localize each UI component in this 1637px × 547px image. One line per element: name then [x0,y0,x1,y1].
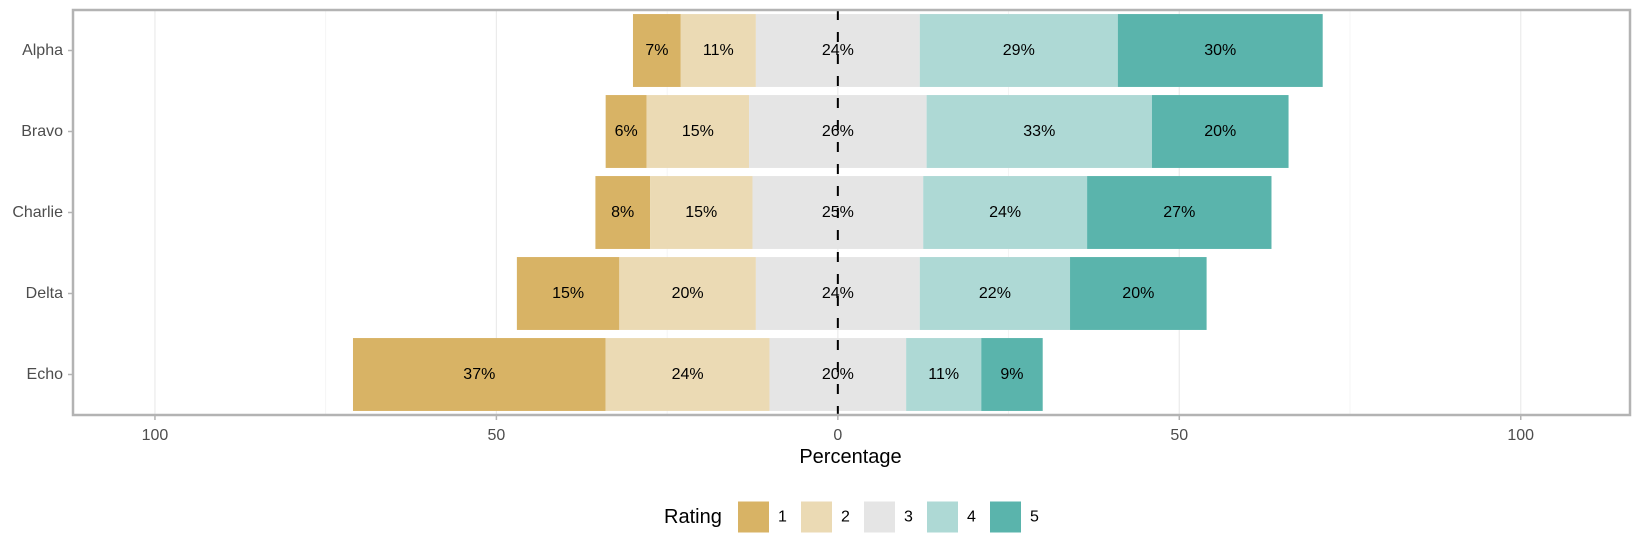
legend: Rating 1 2 3 4 5 [664,501,1039,533]
bar-echo-rating-5 [981,338,1043,411]
bar-echo-rating-3 [769,338,907,411]
segment-label: 37% [463,366,495,383]
bar-echo-rating-4 [906,338,982,411]
legend-label-5: 5 [1030,509,1039,526]
segment-label: 15% [552,285,584,302]
segment-label: 20% [672,285,704,302]
legend-key-5 [990,501,1021,533]
bar-alpha-rating-3 [755,14,920,87]
bar-charlie-rating-4 [923,176,1088,249]
y-tick-label-alpha: Alpha [22,42,63,59]
segment-label: 24% [822,42,854,59]
x-tick-label: 50 [1170,427,1188,444]
legend-key-3 [864,501,895,533]
segment-label: 30% [1204,42,1236,59]
segment-label: 20% [1204,123,1236,140]
x-tick-label: 50 [487,427,505,444]
segment-label: 8% [611,204,634,221]
segment-label: 9% [1000,366,1023,383]
x-axis-ticks: 100 50 0 50 100 [142,415,1534,444]
segment-label: 20% [1122,285,1154,302]
bar-echo-rating-2 [605,338,770,411]
segment-label: 20% [822,366,854,383]
y-tick-label-charlie: Charlie [12,204,63,221]
segment-label: 27% [1163,204,1195,221]
legend-label-4: 4 [967,509,976,526]
segment-label: 24% [989,204,1021,221]
segment-label: 24% [672,366,704,383]
segment-label: 11% [703,42,734,59]
segment-label: 29% [1003,42,1035,59]
segment-labels: 7% 11% 24% 29% 30%6% 15% 26% 33% 20%8% 15% 25% 24% 2… [463,42,1236,383]
bar-bravo-rating-2 [646,95,750,168]
bar-charlie-rating-5 [1087,176,1272,249]
bar-delta-rating-5 [1070,257,1207,330]
bar-alpha-rating-2 [680,14,756,87]
x-axis-title: Percentage [799,446,901,468]
y-tick-label-delta: Delta [26,285,63,302]
segment-label: 15% [682,123,714,140]
bar-bravo-rating-5 [1151,95,1289,168]
segment-label: 24% [822,285,854,302]
segment-label: 26% [822,123,854,140]
x-tick-label: 0 [833,427,842,444]
bar-delta-rating-1 [516,257,620,330]
legend-title: Rating [664,506,722,528]
x-tick-label: 100 [1507,427,1534,444]
legend-label-3: 3 [904,509,913,526]
legend-key-1 [738,501,769,533]
segment-label: 33% [1023,123,1055,140]
legend-key-2 [801,501,832,533]
bar-delta-rating-4 [919,257,1071,330]
bar-alpha-rating-5 [1117,14,1323,87]
bar-alpha-rating-4 [919,14,1118,87]
bar-charlie-rating-1 [595,176,651,249]
segment-label: 7% [645,42,668,59]
bar-echo-rating-1 [352,338,606,411]
bar-charlie-rating-2 [650,176,753,249]
y-tick-label-bravo: Bravo [21,123,63,140]
y-axis-ticks: Alpha Bravo Charlie Delta Echo [12,42,73,383]
x-tick-label: 100 [142,427,169,444]
bar-alpha-rating-1 [632,14,681,87]
bar-delta-rating-2 [619,257,756,330]
segment-label: 22% [979,285,1011,302]
segment-label: 15% [685,204,717,221]
segment-label: 11% [928,366,959,383]
bar-bravo-rating-4 [926,95,1152,168]
legend-key-4 [927,501,958,533]
y-tick-label-echo: Echo [27,366,64,383]
legend-label-1: 1 [778,509,787,526]
legend-label-2: 2 [841,509,850,526]
bar-bravo-rating-1 [605,95,647,168]
bar-delta-rating-3 [755,257,920,330]
segment-label: 6% [615,123,638,140]
